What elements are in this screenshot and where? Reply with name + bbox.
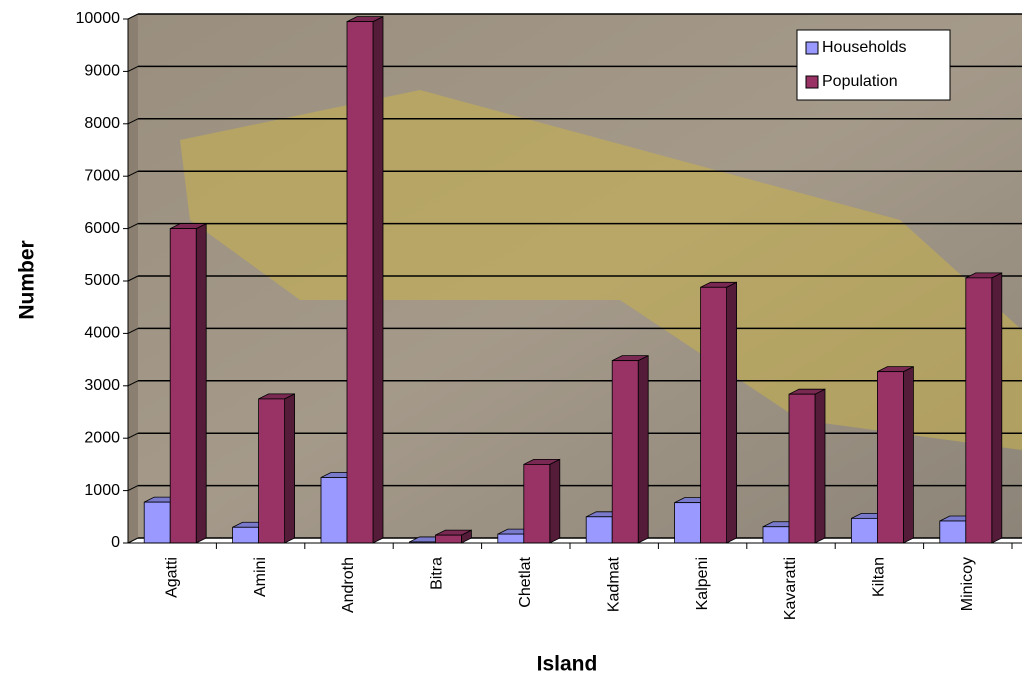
x-axis-title: Island	[537, 653, 598, 676]
bar-side	[991, 272, 1003, 544]
bar	[585, 516, 613, 544]
bar	[169, 228, 197, 544]
bar-side	[637, 355, 649, 544]
bar	[523, 463, 551, 544]
grid-line	[127, 223, 139, 230]
x-tick-label: Kiltan	[871, 557, 888, 597]
y-tick-label: 8000	[84, 115, 120, 132]
bar	[258, 398, 286, 544]
grid-line	[127, 327, 139, 334]
grid-line	[127, 537, 139, 544]
grid-line	[127, 170, 139, 177]
y-tick-label: 6000	[84, 220, 120, 237]
x-tick-label: Kadmat	[605, 556, 622, 612]
x-tick-label: Kavaratti	[782, 557, 799, 620]
bar	[611, 360, 639, 544]
grid-line	[127, 432, 139, 439]
x-tick-label: Minicoy	[959, 557, 976, 611]
grid-line	[127, 13, 139, 20]
bar	[965, 277, 993, 544]
legend-label: Population	[822, 73, 898, 90]
bars	[143, 15, 1003, 544]
bar	[700, 286, 727, 544]
x-tick-label: Bitra	[429, 557, 446, 590]
legend-label: Households	[822, 39, 907, 56]
x-tick-label: Kalpeni	[694, 557, 711, 610]
bar	[851, 517, 878, 544]
legend-swatch	[805, 75, 819, 89]
bar	[788, 393, 816, 544]
grid-line	[127, 275, 139, 282]
y-tick-label: 10000	[76, 10, 121, 27]
bar	[143, 501, 171, 544]
x-tick-label: Agatti	[163, 557, 180, 598]
y-tick-label: 3000	[84, 377, 120, 394]
bar	[497, 533, 525, 544]
x-tick-label: Chetlat	[517, 556, 534, 607]
bar	[320, 477, 348, 544]
bar	[877, 371, 904, 544]
x-tick-label: Amini	[252, 557, 269, 597]
y-axis-title: Number	[16, 240, 39, 319]
bar	[762, 526, 790, 544]
x-tick-label: Androth	[340, 557, 357, 613]
y-tick-label: 1000	[84, 482, 120, 499]
bar	[232, 526, 260, 544]
grid-line	[127, 118, 139, 125]
bar	[674, 502, 701, 544]
bar	[939, 520, 967, 544]
y-tick-label: 4000	[84, 325, 120, 342]
y-tick-label: 5000	[84, 272, 120, 289]
bar-side	[549, 458, 561, 544]
bar-side	[903, 366, 914, 544]
y-tick-label: 2000	[84, 429, 120, 446]
bar	[346, 21, 374, 544]
legend-swatch	[805, 41, 819, 55]
bar-side	[372, 15, 384, 544]
grid-line	[127, 65, 139, 72]
bar-side	[814, 388, 826, 544]
grid-line	[127, 485, 139, 492]
y-tick-label: 7000	[84, 167, 120, 184]
grid-line	[127, 380, 139, 387]
legend	[796, 29, 951, 101]
bar	[434, 534, 462, 544]
bar-side	[284, 393, 296, 544]
bar-side	[195, 222, 207, 544]
bar-side	[726, 281, 737, 544]
y-tick-label: 0	[111, 534, 120, 551]
y-tick-label: 9000	[84, 63, 120, 80]
